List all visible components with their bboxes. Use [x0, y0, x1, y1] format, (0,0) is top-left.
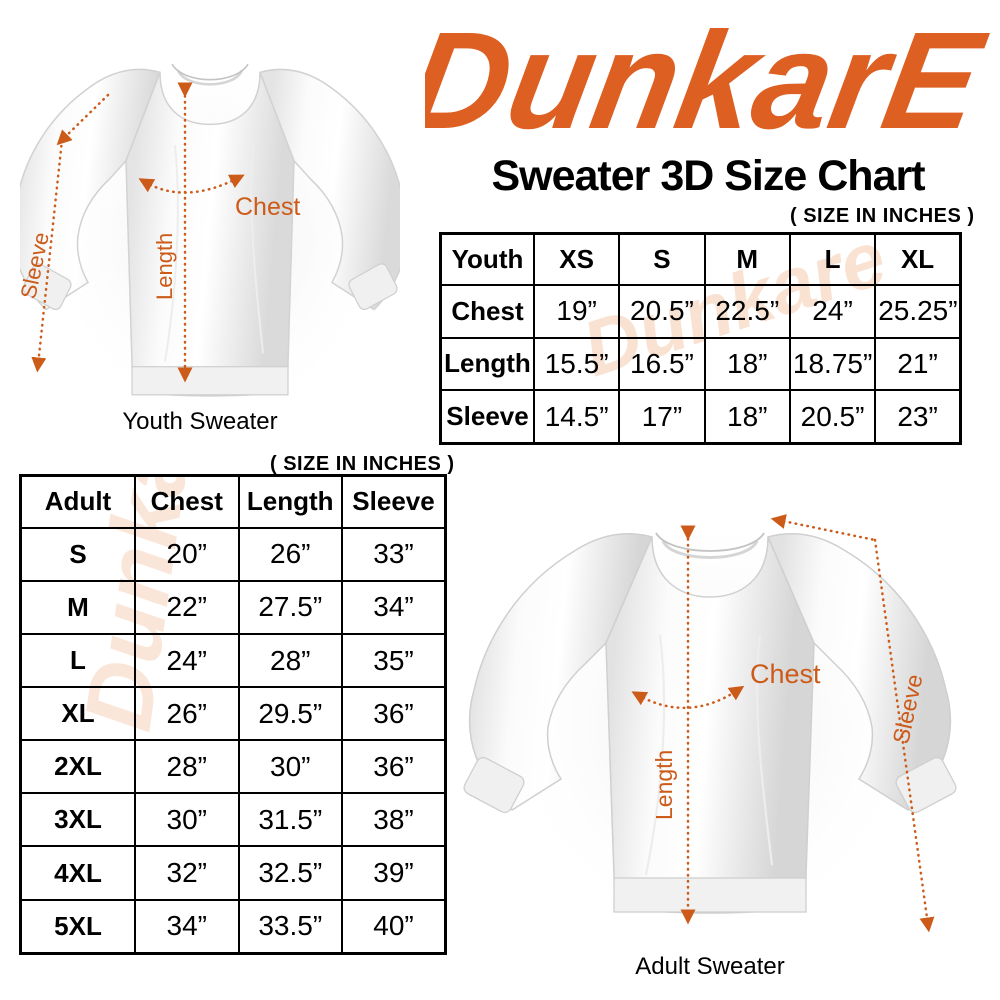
svg-text:DunkarE: DunkarE	[425, 4, 996, 158]
svg-text:Length: Length	[651, 750, 677, 820]
svg-text:Length: Length	[152, 233, 177, 300]
svg-text:Chest: Chest	[235, 193, 300, 221]
svg-text:Chest: Chest	[750, 659, 821, 689]
